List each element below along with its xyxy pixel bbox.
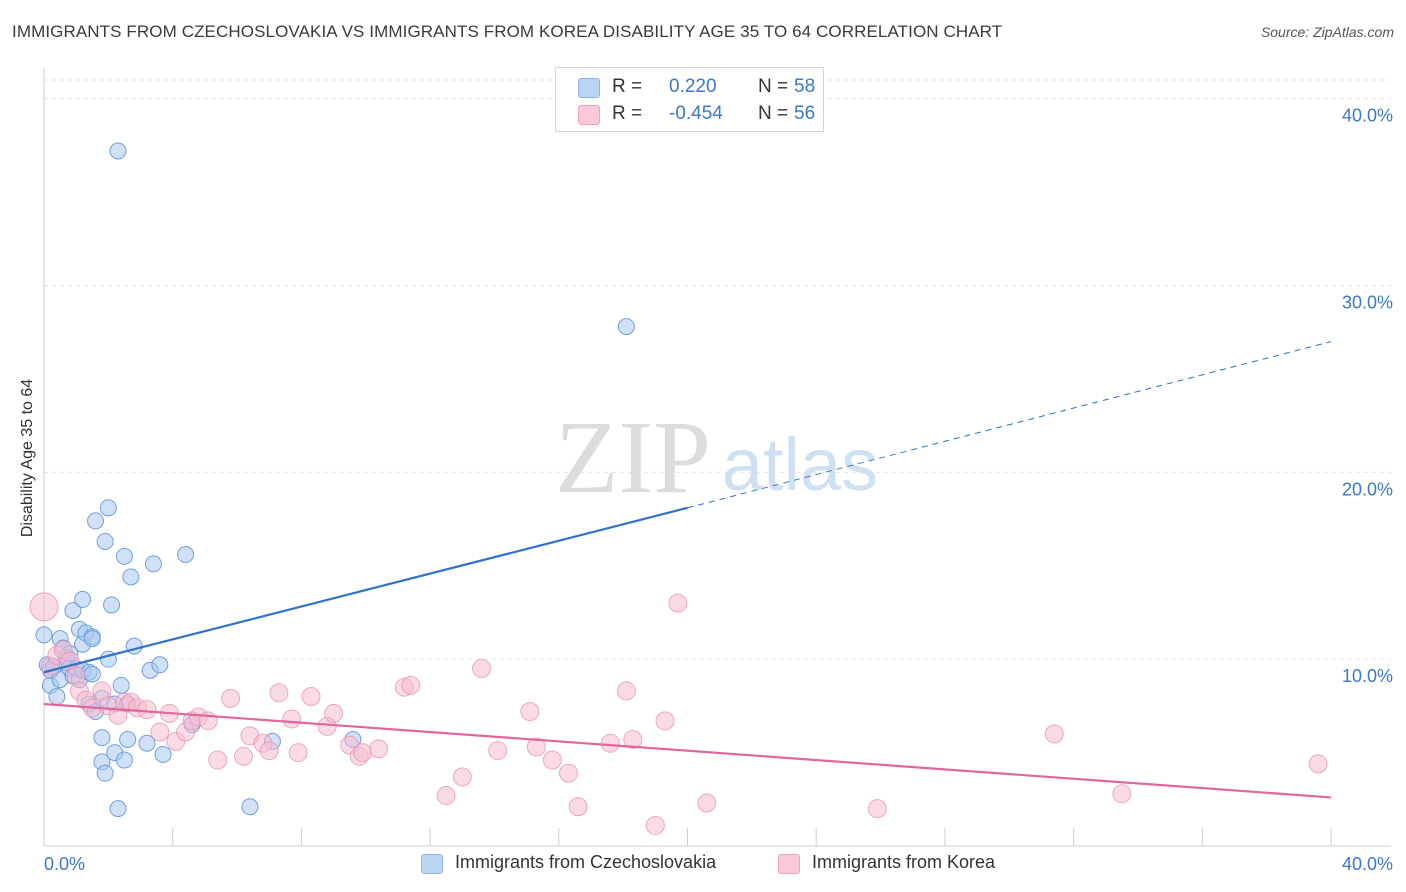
bottom-legend-label: Immigrants from Czechoslovakia	[455, 852, 717, 872]
data-point-korea	[29, 592, 59, 622]
data-point-czechoslovakia	[93, 729, 111, 747]
y-axis-label: Disability Age 35 to 64	[19, 378, 36, 538]
data-point-korea	[568, 797, 588, 817]
data-point-korea	[221, 688, 241, 708]
data-point-czechoslovakia	[64, 602, 82, 620]
data-point-czechoslovakia	[99, 499, 117, 517]
grid-lines	[44, 79, 1391, 660]
data-point-korea	[233, 746, 253, 766]
x-tick-labels: 0.0% 40.0%	[44, 854, 1393, 874]
data-point-czechoslovakia	[83, 630, 101, 648]
legend-n-label: N =	[758, 76, 789, 97]
data-point-korea	[867, 799, 887, 819]
data-point-korea	[600, 733, 620, 753]
data-point-korea	[282, 709, 302, 729]
data-point-czechoslovakia	[138, 734, 156, 752]
data-point-czechoslovakia	[151, 656, 169, 674]
data-point-korea	[472, 659, 492, 679]
data-point-korea	[324, 703, 344, 723]
legend-n-value: 56	[794, 103, 816, 124]
data-point-czechoslovakia	[115, 547, 133, 565]
bottom-legend-swatch-pink	[778, 854, 800, 874]
bottom-legend-swatch-blue	[421, 854, 443, 874]
trend-lines	[43, 341, 1332, 799]
data-point-czechoslovakia	[115, 751, 133, 769]
data-point-korea	[369, 739, 389, 759]
data-point-korea	[645, 815, 665, 835]
y-tick-label: 40.0%	[1342, 106, 1393, 126]
data-point-czechoslovakia	[109, 142, 127, 160]
data-point-korea	[655, 711, 675, 731]
x-tick-label: 40.0%	[1342, 854, 1393, 874]
data-point-czechoslovakia	[109, 800, 127, 818]
data-point-korea	[520, 701, 540, 721]
watermark-zip: ZIP	[555, 400, 711, 515]
data-point-czechoslovakia	[177, 546, 195, 564]
legend-swatch-pink	[578, 105, 600, 125]
watermark: ZIP atlas	[555, 400, 878, 515]
data-point-korea	[288, 743, 308, 763]
y-tick-label: 30.0%	[1342, 293, 1393, 313]
legend-r-value: -0.454	[669, 103, 723, 124]
data-point-czechoslovakia	[48, 688, 66, 706]
legend-r-value: 0.220	[669, 76, 717, 97]
trend-line-czechoslovakia	[43, 506, 688, 674]
data-point-korea	[259, 741, 279, 761]
data-point-korea	[353, 743, 373, 763]
data-point-korea	[401, 675, 421, 695]
y-tick-labels: 10.0% 20.0% 30.0% 40.0%	[1342, 106, 1393, 686]
data-point-korea	[488, 741, 508, 761]
data-point-korea	[301, 687, 321, 707]
data-point-korea	[558, 763, 578, 783]
data-point-czechoslovakia	[103, 596, 121, 614]
legend-n-label: N =	[758, 103, 789, 124]
y-tick-label: 20.0%	[1342, 479, 1393, 499]
data-point-korea	[1308, 754, 1328, 774]
data-point-czechoslovakia	[86, 512, 104, 530]
data-point-czechoslovakia	[35, 626, 53, 644]
data-point-korea	[1044, 724, 1064, 744]
data-point-korea	[616, 681, 636, 701]
correlation-legend: R = 0.220 N = 58 R = -0.454 N = 56	[555, 67, 824, 132]
legend-n-value: 58	[794, 76, 816, 97]
y-tick-label: 10.0%	[1342, 666, 1393, 686]
data-point-czechoslovakia	[241, 798, 259, 816]
data-point-czechoslovakia	[74, 590, 92, 608]
data-point-korea	[137, 700, 157, 720]
data-point-czechoslovakia	[96, 764, 114, 782]
legend-swatch-blue	[578, 78, 600, 98]
trend-line-korea	[43, 702, 1332, 799]
series-korea-points	[29, 592, 1328, 835]
chart-title: IMMIGRANTS FROM CZECHOSLOVAKIA VS IMMIGR…	[12, 22, 1003, 41]
data-point-korea	[526, 737, 546, 757]
data-point-korea	[269, 683, 289, 703]
data-point-czechoslovakia	[83, 665, 101, 683]
data-point-korea	[542, 750, 562, 770]
legend-r-label: R =	[612, 76, 643, 97]
x-tick-label: 0.0%	[44, 854, 85, 874]
data-point-korea	[1112, 784, 1132, 804]
data-point-czechoslovakia	[154, 745, 172, 763]
data-point-korea	[668, 593, 688, 613]
data-point-czechoslovakia	[112, 676, 130, 694]
data-point-korea	[436, 786, 456, 806]
data-point-czechoslovakia	[122, 568, 140, 586]
data-point-czechoslovakia	[144, 555, 162, 573]
source-note: Source: ZipAtlas.com	[1260, 24, 1394, 40]
data-point-czechoslovakia	[119, 731, 137, 749]
trend-line-czechoslovakia-extension	[687, 341, 1332, 509]
axes	[43, 68, 1391, 847]
data-point-czechoslovakia	[617, 318, 635, 336]
data-point-korea	[697, 793, 717, 813]
bottom-legend-label: Immigrants from Korea	[812, 852, 996, 872]
data-point-korea	[452, 767, 472, 787]
data-point-korea	[208, 750, 228, 770]
data-point-korea	[623, 730, 643, 750]
watermark-atlas: atlas	[722, 423, 878, 506]
data-point-czechoslovakia	[96, 532, 114, 550]
legend-r-label: R =	[612, 103, 643, 124]
data-point-korea	[150, 722, 170, 742]
